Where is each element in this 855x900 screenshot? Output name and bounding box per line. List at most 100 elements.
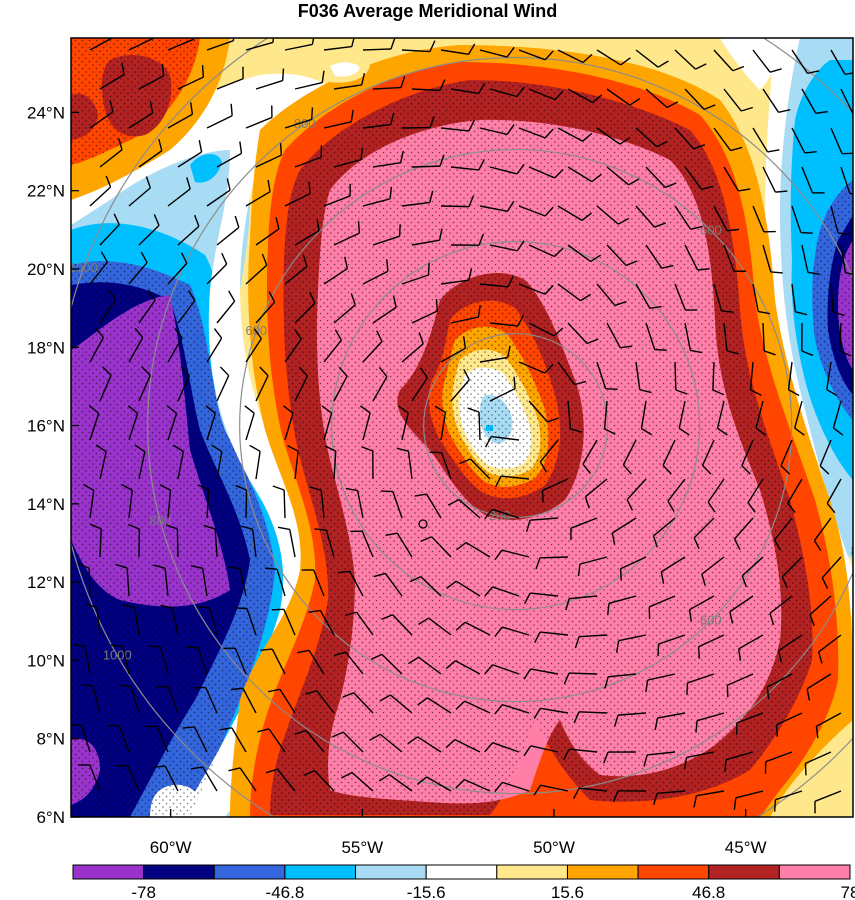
wind-barb [362, 270, 389, 285]
wind-barb-flag [506, 46, 515, 58]
wind-barb [440, 49, 469, 55]
wind-barb [489, 244, 518, 252]
wind-barb [431, 536, 452, 558]
wind-barb-flag [287, 444, 299, 452]
wind-barb [645, 88, 668, 108]
wind-barb [128, 187, 151, 207]
wind-barb-flag [787, 502, 796, 513]
wind-barb-flag [378, 366, 388, 378]
colorbar-swatch [425, 864, 498, 880]
wind-barb [762, 244, 772, 273]
wind-barb-flag [467, 407, 480, 413]
wind-barb [620, 556, 647, 570]
wind-barb [479, 205, 508, 212]
wind-barb [579, 787, 608, 792]
wind-barb [701, 439, 715, 466]
wind-barb [596, 205, 619, 225]
wind-barb [279, 688, 296, 714]
wind-barb-flag [357, 221, 361, 234]
wind-barb-flag [703, 104, 716, 111]
wind-barb-flag [113, 213, 120, 225]
wind-barb [674, 361, 677, 391]
wind-barb [540, 631, 569, 636]
wind-barb [528, 400, 549, 423]
wind-barb-flag [186, 177, 191, 190]
wind-barb [489, 88, 518, 98]
wind-barb [333, 451, 337, 480]
wind-barb [557, 49, 584, 64]
wind-barb-flag [197, 605, 210, 609]
wind-barb [177, 151, 202, 168]
wind-barb-flag [153, 765, 166, 769]
wind-barb-flag [818, 651, 823, 664]
wind-barb-flag [219, 727, 232, 731]
wind-barb-flag [333, 651, 346, 657]
wind-barb [411, 88, 440, 92]
wind-barb [528, 322, 555, 337]
wind-barb-flag [268, 291, 276, 303]
wind-barb-flag [695, 720, 698, 733]
wind-barb [806, 673, 832, 690]
wind-barb [206, 263, 228, 285]
wind-barb-flag [396, 447, 409, 452]
wind-barb-flag [628, 178, 640, 186]
wind-barb [801, 88, 817, 114]
longitude-axis: 60°W 55°W 50°W 45°W [150, 809, 767, 857]
wind-barb-flag [516, 163, 525, 175]
wind-barb [603, 400, 608, 429]
wind-barb-flag [778, 650, 783, 663]
wind-barb-flag [180, 252, 188, 264]
wind-barb [569, 595, 598, 600]
wind-barb [518, 49, 546, 61]
wind-barb [216, 375, 230, 402]
wind-barb-flag [516, 240, 525, 252]
wind-barb [255, 79, 283, 90]
wind-barb [316, 690, 335, 714]
wind-barb-flag [390, 38, 396, 50]
wind-barb [489, 387, 516, 402]
wind-barb [372, 235, 400, 246]
wind-barb [323, 267, 348, 285]
wind-barb [738, 634, 764, 650]
wind-barb [138, 75, 165, 90]
wind-barb-flag [604, 428, 616, 435]
wind-barb-flag [613, 714, 619, 727]
wind-barb-flag [134, 327, 144, 339]
wind-barb-flag [141, 366, 151, 376]
wind-barb-flag [147, 289, 156, 301]
wind-barb-flag [697, 268, 710, 271]
wind-barb-flag [350, 109, 354, 122]
wind-barb-flag [122, 604, 135, 609]
wind-barb [323, 412, 333, 441]
wind-barb [372, 376, 388, 402]
wind-barb-flag [338, 366, 348, 377]
wind-barb-flag [429, 116, 435, 128]
wind-barb [234, 647, 247, 675]
wind-barb [733, 517, 754, 540]
wind-barb-flag [547, 417, 560, 423]
wind-barb [284, 118, 312, 129]
wind-barb [693, 517, 715, 539]
lat-tick-label: 8°N [36, 730, 65, 749]
wind-barb-flag [724, 759, 727, 772]
wind-barb-flag [172, 444, 184, 453]
wind-barb-flag [688, 609, 692, 622]
wind-barb [176, 528, 179, 558]
wind-barb-flag [113, 25, 115, 37]
wind-barb [528, 244, 555, 258]
wind-barb [193, 726, 208, 753]
wind-barb-flag [693, 795, 698, 808]
wind-barb [518, 361, 546, 374]
wind-barb-flag [591, 173, 602, 183]
wind-barb-flag [747, 502, 756, 513]
wind-barb [567, 400, 572, 429]
wind-barb [345, 651, 364, 675]
wind-barb [362, 412, 371, 441]
wind-barb-flag [513, 376, 516, 389]
wind-barb [289, 529, 296, 558]
wind-barb [528, 88, 556, 101]
wind-barb [530, 668, 559, 675]
wind-barb-flag [707, 501, 716, 513]
wind-barb [696, 790, 725, 797]
wind-barb [557, 361, 576, 385]
